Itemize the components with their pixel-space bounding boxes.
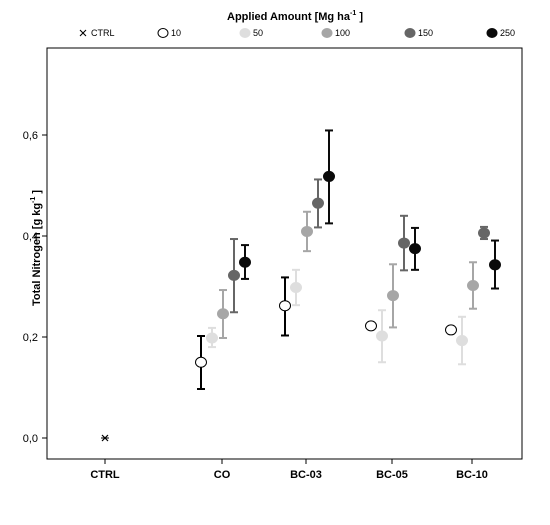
marker xyxy=(217,308,229,320)
legend-marker xyxy=(321,28,333,38)
y-tick-label: 0,2 xyxy=(23,332,38,344)
data-point-50-CO xyxy=(206,326,218,349)
legend-item-100: 100 xyxy=(321,28,350,38)
y-axis-title: Total Nitrogen [g kg-1 ] xyxy=(30,190,43,306)
marker xyxy=(467,279,479,291)
marker xyxy=(456,335,468,347)
legend-label: 10 xyxy=(171,28,181,38)
data-point-100-CO xyxy=(217,289,229,340)
marker xyxy=(376,330,388,342)
marker xyxy=(323,170,335,182)
marker xyxy=(301,225,313,237)
marker xyxy=(228,269,240,281)
legend-label: 50 xyxy=(253,28,263,38)
data-point-10-CO xyxy=(195,334,207,391)
marker xyxy=(290,282,302,294)
legend-marker xyxy=(239,28,251,38)
data-point-50-BC-10 xyxy=(456,315,468,366)
x-tick-label: BC-10 xyxy=(456,469,488,481)
data-point-250-BC-10 xyxy=(489,239,501,290)
legend-marker xyxy=(79,29,87,37)
x-tick-label: BC-03 xyxy=(290,469,322,481)
marker xyxy=(365,320,377,332)
x-tick-label: CO xyxy=(214,469,231,481)
legend: Applied Amount [Mg ha-1 ] CTRL 10 50 100 150… xyxy=(79,10,515,38)
data-point-250-BC-03 xyxy=(323,129,335,225)
data-point-100-BC-03 xyxy=(301,210,313,253)
marker xyxy=(387,290,399,302)
legend-marker xyxy=(157,28,169,38)
marker xyxy=(279,300,291,312)
x-marker xyxy=(101,434,109,442)
marker xyxy=(398,237,410,249)
data-point-150-BC-05 xyxy=(398,214,410,272)
plot-frame xyxy=(46,47,523,460)
data-point-150-CO xyxy=(228,238,240,314)
data-point-150-BC-03 xyxy=(312,178,324,229)
legend-item-250: 250 xyxy=(486,28,515,38)
data-point-150-BC-10 xyxy=(478,225,490,241)
data-point-250-CO xyxy=(239,244,251,280)
marker xyxy=(206,332,218,344)
x-tick-label: BC-05 xyxy=(376,469,408,481)
data-point-10-BC-03 xyxy=(279,276,291,337)
legend-label: CTRL xyxy=(91,28,115,38)
data-point-10-BC-05 xyxy=(365,320,377,332)
legend-item-50: 50 xyxy=(239,28,263,38)
data-point-250-BC-05 xyxy=(409,226,421,271)
legend-title: Applied Amount [Mg ha-1 ] xyxy=(227,10,363,23)
legend-label: 250 xyxy=(500,28,515,38)
x-tick-label: CTRL xyxy=(90,469,120,481)
y-tick-label: 0,4 xyxy=(23,231,38,243)
marker xyxy=(445,324,457,336)
legend-marker xyxy=(404,28,416,38)
y-tick-label: 0,6 xyxy=(23,130,38,142)
legend-label: 150 xyxy=(418,28,433,38)
legend-label: 100 xyxy=(335,28,350,38)
marker xyxy=(195,356,207,368)
legend-item-CTRL: CTRL xyxy=(79,28,115,38)
marker xyxy=(478,227,490,239)
data-point-100-BC-10 xyxy=(467,261,479,310)
data-point-100-BC-05 xyxy=(387,263,399,329)
legend-marker xyxy=(486,28,498,38)
marker xyxy=(489,259,501,271)
marker xyxy=(312,197,324,209)
marker xyxy=(409,243,421,255)
data-point-10-BC-10 xyxy=(445,324,457,336)
legend-item-10: 10 xyxy=(157,28,181,38)
marker xyxy=(239,256,251,268)
legend-item-150: 150 xyxy=(404,28,433,38)
data-point-CTRL-CTRL xyxy=(101,434,109,442)
data-point-50-BC-05 xyxy=(376,309,388,364)
data-point-50-BC-03 xyxy=(290,268,302,307)
y-tick-label: 0,0 xyxy=(23,433,38,445)
